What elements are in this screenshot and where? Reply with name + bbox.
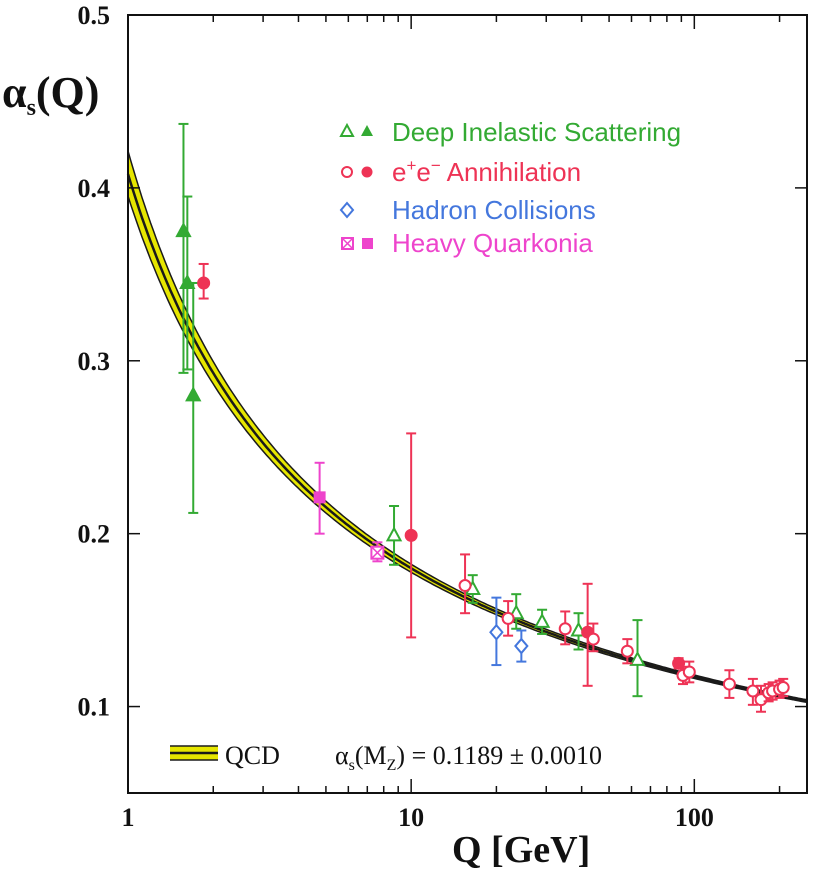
data-point-filled-circle — [197, 276, 211, 290]
legend: Deep Inelastic Scattering e+e− Annihilat… — [339, 117, 681, 258]
series-deep-inelastic-scattering — [175, 122, 646, 698]
legend-marker-cross — [341, 237, 354, 250]
y-axis-title: αs(Q) — [2, 68, 99, 121]
legend-entry-quarkonia: Heavy Quarkonia — [341, 228, 593, 258]
legend-label-quarkonia: Heavy Quarkonia — [392, 228, 593, 258]
legend-entry-dis: Deep Inelastic Scattering — [339, 117, 681, 147]
legend-ee-sup-minus: − — [431, 156, 441, 175]
y-tick-label: 0.3 — [78, 347, 111, 376]
legend-marker-open-diamond — [339, 201, 355, 219]
data-point-filled-triangle — [185, 386, 202, 402]
y-axis-title-sub: s — [27, 95, 36, 121]
x-axis-title: Q [GeV] — [452, 829, 590, 869]
data-point-open-triangle — [629, 650, 646, 666]
data-point-open-diamond — [514, 637, 529, 655]
series-hadron-collisions — [489, 596, 529, 667]
data-point-cross — [370, 546, 384, 560]
data-point-open-circle — [586, 632, 600, 646]
qcd-legend: QCD αs(MZ) = 0.1189 ± 0.0010 — [170, 741, 602, 774]
legend-label-hadron: Hadron Collisions — [392, 195, 596, 225]
data-point-open-circle — [776, 681, 790, 695]
x-tick-label: 100 — [675, 803, 714, 832]
ticks-layer: 1 10 100 0.1 0.2 0.3 0.4 0.5 — [78, 1, 807, 832]
data-point-open-triangle — [533, 612, 551, 628]
legend-marker-filled-circle — [361, 166, 373, 178]
data-point-open-circle — [722, 677, 736, 691]
y-axis-title-tail: (Q) — [36, 68, 100, 117]
legend-entry-ee: e+e− Annihilation — [341, 156, 581, 187]
legend-marker-open-triangle — [339, 122, 355, 137]
y-tick-label: 0.2 — [78, 520, 111, 549]
qcd-band-lower-edge — [127, 195, 808, 704]
data-point-filled-square — [313, 491, 326, 504]
y-tick-label: 0.1 — [78, 693, 111, 722]
legend-marker-filled-square — [362, 238, 373, 249]
data-point-open-circle — [746, 684, 760, 698]
axes-layer — [127, 14, 808, 794]
data-point-filled-circle — [404, 528, 418, 542]
qcd-formula: αs(MZ) = 0.1189 ± 0.0010 — [335, 741, 602, 774]
qcd-formula-sub-z: Z — [387, 757, 397, 774]
data-point-open-circle — [620, 644, 634, 658]
data-point-open-circle — [682, 665, 696, 679]
series-heavy-quarkonia — [313, 461, 385, 563]
data-point-open-diamond — [489, 623, 504, 641]
data-layer — [175, 122, 790, 713]
y-tick-label: 0.5 — [78, 1, 111, 30]
plot-frame — [127, 14, 808, 794]
series-e-e-annihilation — [197, 262, 790, 713]
legend-marker-filled-triangle — [361, 125, 373, 136]
legend-entry-hadron: Hadron Collisions — [339, 195, 596, 225]
qcd-label: QCD — [225, 741, 280, 770]
x-tick-label: 1 — [122, 803, 135, 832]
data-point-open-circle — [558, 622, 572, 636]
x-tick-label: 10 — [398, 803, 424, 832]
y-tick-label: 0.4 — [78, 174, 111, 203]
qcd-formula-sub-s: s — [349, 757, 355, 774]
legend-label-ee: e+e− Annihilation — [392, 156, 581, 187]
data-point-open-triangle — [385, 526, 403, 542]
legend-label-dis: Deep Inelastic Scattering — [392, 117, 681, 147]
legend-marker-open-circle — [341, 166, 353, 178]
legend-ee-sup-plus: + — [406, 156, 416, 175]
data-point-open-circle — [458, 579, 472, 593]
data-point-open-circle — [501, 611, 515, 625]
